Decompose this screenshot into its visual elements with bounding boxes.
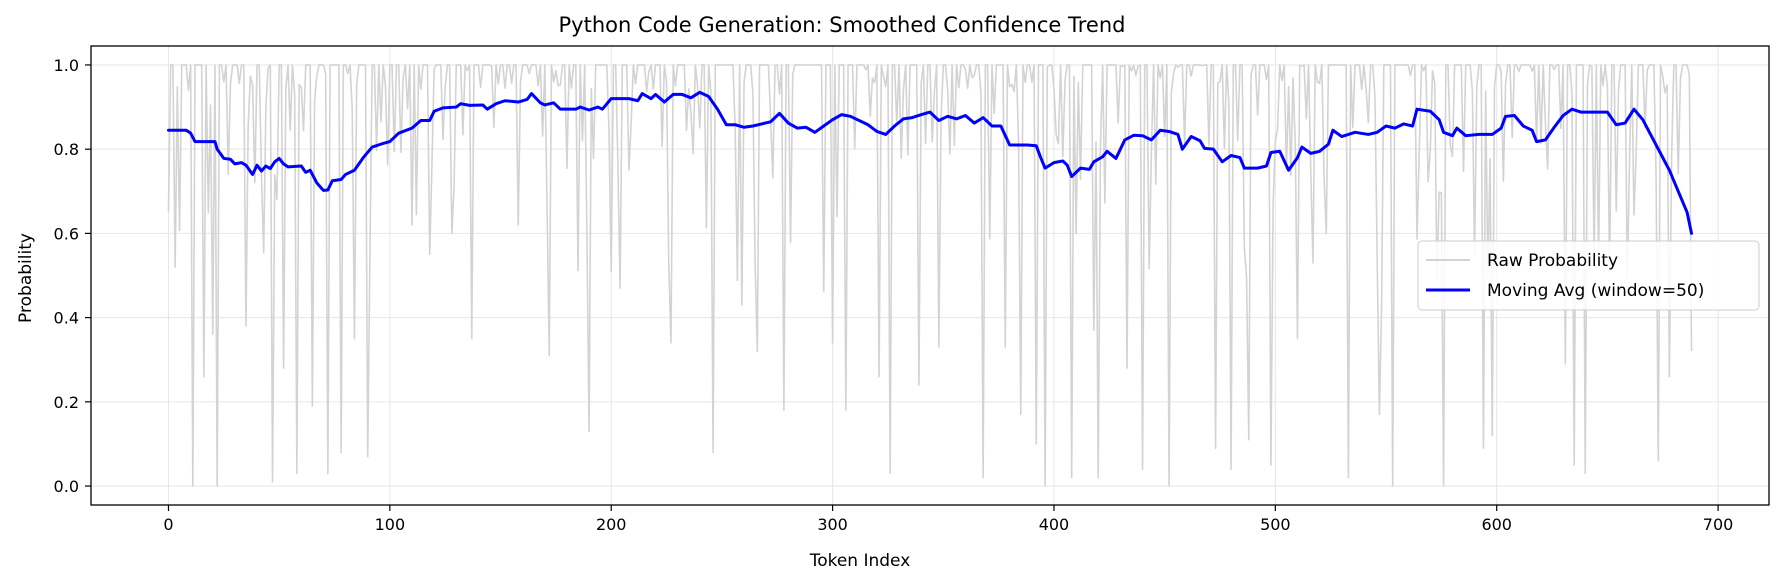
y-tick-label: 0.4 — [54, 309, 79, 328]
x-tick-label: 400 — [1039, 515, 1070, 534]
legend: Raw Probability Moving Avg (window=50) — [1417, 240, 1760, 311]
x-axis-ticks: 0 100 200 300 400 500 600 700 — [163, 505, 1733, 534]
x-tick-label: 100 — [375, 515, 406, 534]
y-tick-label: 1.0 — [54, 56, 79, 75]
x-axis-label: Token Index — [809, 551, 911, 571]
x-tick-label: 700 — [1703, 515, 1734, 534]
x-tick-label: 300 — [817, 515, 848, 534]
moving-average-line — [166, 90, 1694, 235]
y-tick-label: 0.0 — [54, 477, 79, 496]
y-tick-label: 0.2 — [54, 393, 79, 412]
x-tick-label: 600 — [1481, 515, 1512, 534]
chart-title: Python Code Generation: Smoothed Confide… — [559, 13, 1126, 37]
y-tick-label: 0.6 — [54, 224, 79, 243]
legend-label-avg: Moving Avg (window=50) — [1487, 281, 1704, 301]
y-tick-label: 0.8 — [54, 140, 79, 159]
legend-label-raw: Raw Probability — [1487, 251, 1618, 271]
x-tick-label: 0 — [163, 515, 173, 534]
y-axis-ticks: 0.0 0.2 0.4 0.6 0.8 1.0 — [54, 56, 91, 496]
x-tick-label: 200 — [596, 515, 627, 534]
moving-average-series — [166, 90, 1694, 235]
plot-area-frame — [90, 45, 1770, 506]
y-axis-label: Probability — [16, 233, 36, 323]
x-tick-label: 500 — [1260, 515, 1291, 534]
